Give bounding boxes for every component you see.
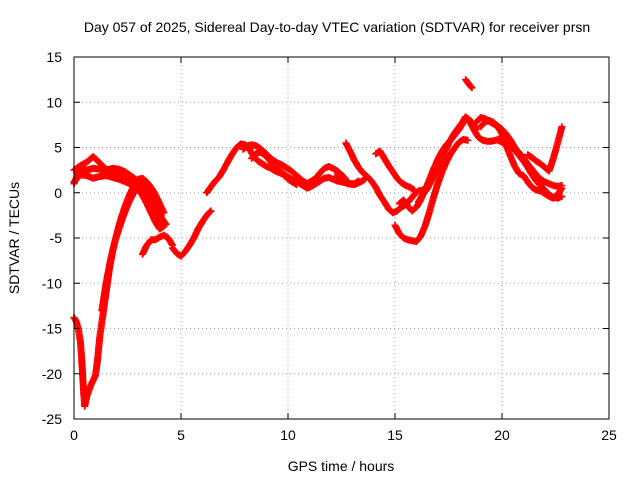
data-point [410, 186, 418, 194]
gridlines [74, 57, 609, 419]
series-track-n [391, 135, 472, 246]
y-tick-label: 15 [46, 49, 62, 65]
x-tick-label: 20 [494, 427, 510, 443]
series-track-g [168, 207, 215, 260]
series-track-s [477, 116, 566, 202]
series-track-t [494, 136, 566, 202]
x-tick-label: 25 [601, 427, 617, 443]
series-track-j [248, 148, 363, 192]
chart-title: Day 057 of 2025, Sidereal Day-to-day VTE… [84, 19, 590, 35]
x-tick-label: 0 [70, 427, 78, 443]
data-point [162, 220, 170, 228]
y-tick-label: -10 [42, 275, 62, 291]
series-track-k [331, 173, 369, 189]
series-track-q [462, 76, 476, 92]
series-track-f [139, 231, 176, 258]
x-tick-label: 10 [280, 427, 296, 443]
x-axis-label: GPS time / hours [288, 458, 395, 474]
data-point [557, 186, 565, 193]
series-track-e [98, 181, 170, 314]
data-point [558, 123, 566, 131]
series-track-m [372, 147, 418, 194]
y-axis-label: SDTVAR / TECUs [6, 182, 22, 294]
series-track-d [70, 174, 168, 410]
series-track-u [524, 123, 566, 175]
data-point [558, 184, 566, 192]
series-track-p [415, 113, 504, 206]
x-tick-label: 5 [177, 427, 185, 443]
axis-ticks: 0 5 10 15 20 25 -25 -20 -15 -10 -5 0 5 10 15 [42, 49, 617, 443]
data-point [468, 84, 476, 92]
y-tick-label: 0 [54, 185, 62, 201]
y-tick-label: -15 [42, 321, 62, 337]
data-point [206, 208, 214, 216]
y-tick-label: 5 [54, 140, 62, 156]
x-tick-label: 15 [387, 427, 403, 443]
y-tick-label: 10 [46, 94, 62, 110]
y-tick-label: -20 [42, 366, 62, 382]
y-tick-label: -5 [50, 230, 63, 246]
data-point [207, 207, 215, 215]
y-tick-label: -25 [42, 411, 62, 427]
data-point [464, 136, 472, 144]
data-marks [70, 76, 566, 410]
